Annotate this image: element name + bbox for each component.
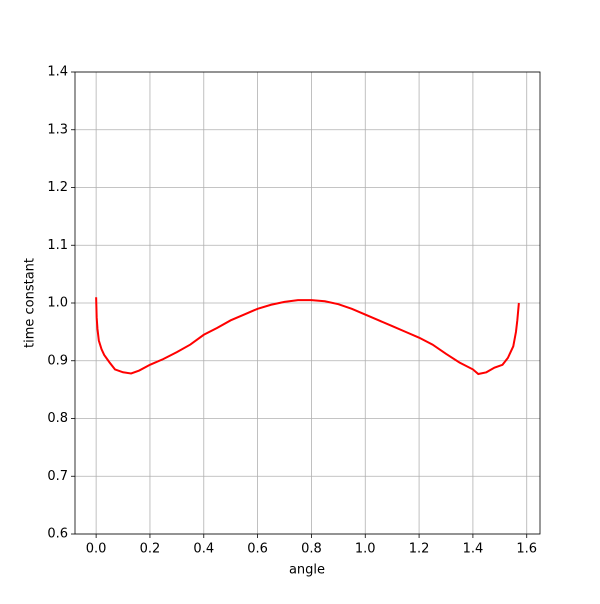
y-tick-label: 1.2	[47, 180, 68, 195]
y-tick-label: 0.8	[47, 411, 68, 426]
x-tick-label: 0.8	[301, 542, 322, 557]
x-tick-label: 1.6	[516, 542, 537, 557]
x-tick-label: 0.4	[193, 542, 214, 557]
data-line	[95, 297, 520, 376]
x-tick-label: 0.2	[140, 542, 161, 557]
y-tick-label: 1.1	[47, 238, 68, 253]
y-tick-label: 0.7	[47, 469, 68, 484]
x-tick-label: 0.0	[86, 542, 107, 557]
y-axis-label: time constant	[23, 258, 38, 348]
x-tick-label: 0.6	[247, 542, 268, 557]
x-tick-label: 1.4	[463, 542, 484, 557]
plot-frame	[74, 71, 541, 535]
y-tick-label: 0.6	[47, 527, 68, 542]
y-tick-label: 1.0	[47, 296, 68, 311]
x-tick-label: 1.0	[355, 542, 376, 557]
y-tick-label: 0.9	[47, 353, 68, 368]
y-tick-label: 1.3	[47, 122, 68, 137]
x-tick-label: 1.2	[409, 542, 430, 557]
x-axis-label: angle	[289, 563, 325, 578]
y-tick-label: 1.4	[47, 65, 68, 80]
